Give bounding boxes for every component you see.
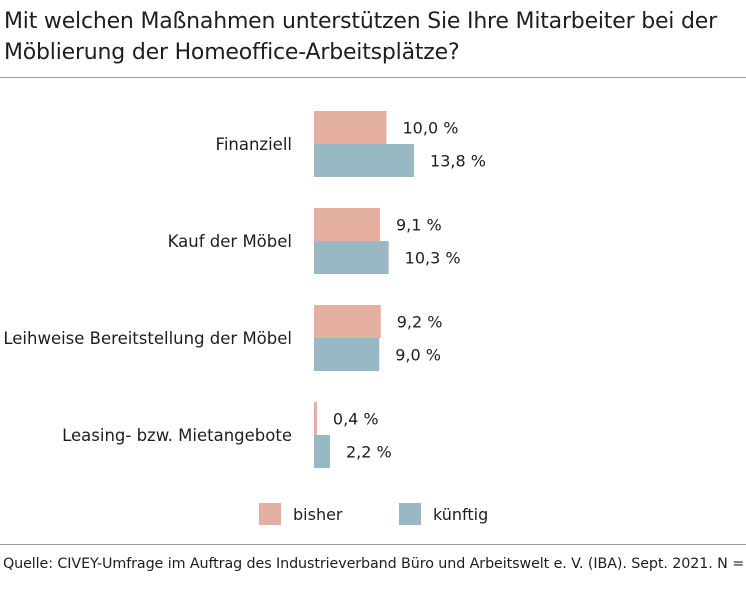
data-label: 2,2 % <box>346 443 392 462</box>
category-label: Kauf der Möbel <box>168 232 292 251</box>
bar-bisher <box>314 111 387 144</box>
category-label: Leihweise Bereitstellung der Möbel <box>3 329 292 348</box>
data-label: 9,0 % <box>395 346 441 365</box>
bar-bisher <box>314 208 380 241</box>
category-label: Leasing- bzw. Mietangebote <box>62 426 292 445</box>
source-note: Quelle: CIVEY-Umfrage im Auftrag des Ind… <box>3 556 746 572</box>
legend-swatch-kuenftig <box>399 503 421 525</box>
bar-kuenftig <box>314 241 389 274</box>
legend-label-kuenftig: künftig <box>433 504 489 524</box>
data-label: 0,4 % <box>333 410 379 429</box>
bottom-divider <box>0 544 746 545</box>
category-label: Finanziell <box>216 135 292 154</box>
value-labels: 10,0 % 13,8 % 9,1 % 10,3 % 9,2 % 9,0 % 0,4 % 2,… <box>333 119 486 462</box>
chart-title: Mit welchen Maßnahmen unterstützen Sie I… <box>4 9 717 65</box>
legend-swatch-bisher <box>259 503 281 525</box>
data-label: 10,3 % <box>405 249 461 268</box>
legend-item-bisher: bisher <box>259 500 343 528</box>
bars <box>314 111 415 468</box>
chart-legend: bisher künftig <box>0 500 746 530</box>
legend-label-bisher: bisher <box>293 504 343 524</box>
bar-bisher <box>314 305 381 338</box>
data-label: 9,1 % <box>396 216 442 235</box>
bar-bisher <box>314 402 317 435</box>
top-divider <box>0 77 746 78</box>
data-label: 9,2 % <box>397 313 443 332</box>
data-label: 10,0 % <box>403 119 459 138</box>
category-labels: Finanziell Kauf der Möbel Leihweise Bereit… <box>3 135 292 445</box>
data-label: 13,8 % <box>430 152 486 171</box>
bar-chart: Finanziell Kauf der Möbel Leihweise Bereit… <box>3 111 486 468</box>
legend-item-kuenftig: künftig <box>399 500 488 528</box>
bar-kuenftig <box>314 435 330 468</box>
bar-kuenftig <box>314 338 380 371</box>
bar-kuenftig <box>314 144 415 177</box>
